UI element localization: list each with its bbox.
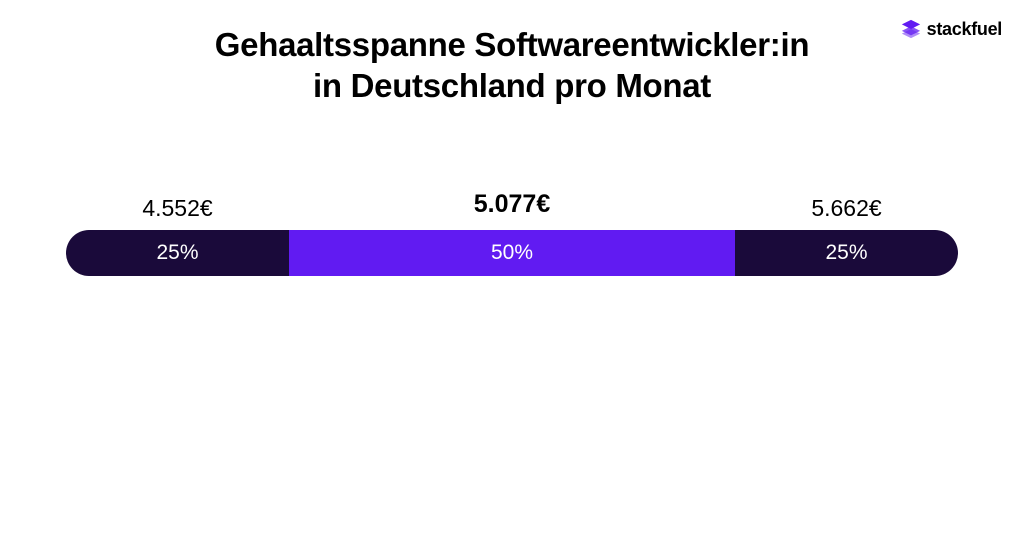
value-label-high: 5.662€	[811, 195, 881, 222]
chart-title: Gehaaltsspanne Softwareentwickler:in in …	[0, 24, 1024, 107]
title-line-1: Gehaaltsspanne Softwareentwickler:in	[215, 26, 809, 63]
bar-segment-interquartile: 50%	[289, 230, 735, 276]
range-bar: 25% 50% 25%	[66, 230, 958, 276]
segment-label: 50%	[491, 241, 533, 265]
value-label-low: 4.552€	[142, 195, 212, 222]
bar-segment-lower-quartile: 25%	[66, 230, 289, 276]
segment-label: 25%	[825, 241, 867, 265]
salary-range-chart: 4.552€ 5.077€ 5.662€ 25% 50% 25%	[66, 230, 958, 276]
value-label-median: 5.077€	[474, 190, 550, 219]
segment-label: 25%	[156, 241, 198, 265]
bar-segment-upper-quartile: 25%	[735, 230, 958, 276]
title-line-2: in Deutschland pro Monat	[313, 67, 711, 104]
